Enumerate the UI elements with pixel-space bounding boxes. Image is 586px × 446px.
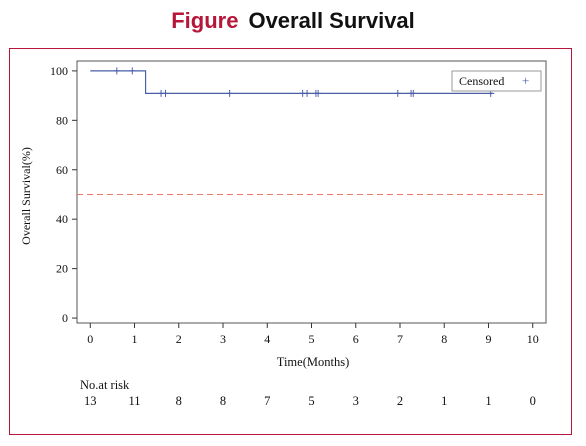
y-axis-label: Overall Survival(%) — [19, 147, 33, 245]
legend-label: Censored — [459, 74, 504, 88]
x-tick-label: 4 — [264, 332, 270, 346]
figure-frame — [9, 48, 572, 435]
x-tick-label: 8 — [441, 332, 447, 346]
censor-mark — [161, 89, 169, 97]
plot-area-border — [76, 60, 547, 324]
risk-count: 7 — [264, 394, 270, 408]
censor-mark — [394, 89, 402, 97]
x-tick-label: 10 — [527, 332, 539, 346]
legend-box — [451, 70, 542, 92]
x-tick-label: 3 — [220, 332, 226, 346]
risk-count: 8 — [220, 394, 226, 408]
risk-count: 1 — [485, 394, 491, 408]
chart-marks — [77, 67, 546, 195]
x-tick-label: 2 — [176, 332, 182, 346]
censor-mark — [128, 67, 136, 75]
y-tick-label: 20 — [56, 262, 68, 276]
x-axis-label: Time(Months) — [277, 355, 349, 369]
risk-count: 13 — [84, 394, 97, 408]
x-tick-label: 6 — [353, 332, 359, 346]
risk-count: 1 — [441, 394, 447, 408]
risk-count: 2 — [397, 394, 403, 408]
risk-table-label: No.at risk — [80, 378, 130, 392]
risk-count: 11 — [128, 394, 140, 408]
x-tick-label: 0 — [87, 332, 93, 346]
y-tick-label: 100 — [50, 64, 68, 78]
risk-count: 3 — [353, 394, 359, 408]
y-tick-label: 0 — [62, 311, 68, 325]
y-tick-label: 40 — [56, 212, 68, 226]
figure-label: Figure — [171, 8, 239, 33]
legend-marker: + — [522, 73, 529, 88]
figure-title: Overall Survival — [248, 8, 415, 33]
censor-mark — [409, 89, 417, 97]
x-tick-label: 7 — [397, 332, 403, 346]
risk-count: 0 — [530, 394, 536, 408]
figure-heading: Figure Overall Survival — [0, 8, 586, 34]
x-tick-label: 1 — [132, 332, 138, 346]
y-tick-label: 60 — [56, 163, 68, 177]
censor-mark — [226, 89, 234, 97]
y-tick-label: 80 — [56, 113, 68, 127]
x-tick-label: 5 — [309, 332, 315, 346]
legend: Censored + — [451, 70, 542, 92]
chart-axes: 0 20 40 60 80 100 0 1 2 3 4 5 6 7 8 9 10 — [50, 60, 547, 346]
censor-mark — [303, 89, 311, 97]
risk-count: 5 — [308, 394, 314, 408]
survival-curve — [90, 70, 493, 94]
x-tick-label: 9 — [485, 332, 491, 346]
risk-table: 13 11 8 8 7 5 3 2 1 1 0 — [84, 394, 536, 408]
risk-count: 8 — [176, 394, 182, 408]
censor-mark — [314, 89, 322, 97]
censor-mark — [113, 67, 121, 75]
